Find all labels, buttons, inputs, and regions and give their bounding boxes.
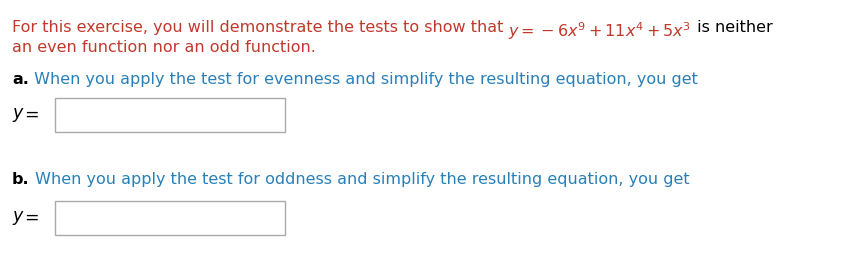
Text: For this exercise, you will demonstrate the tests to show that: For this exercise, you will demonstrate … bbox=[12, 20, 509, 35]
Text: $y$: $y$ bbox=[12, 209, 25, 227]
Text: When you apply the test for oddness and simplify the resulting equation, you get: When you apply the test for oddness and … bbox=[29, 172, 689, 187]
Text: When you apply the test for evenness and simplify the resulting equation, you ge: When you apply the test for evenness and… bbox=[29, 72, 698, 87]
Text: $y$: $y$ bbox=[12, 106, 25, 124]
Text: =: = bbox=[24, 209, 39, 227]
Text: b.: b. bbox=[12, 172, 29, 187]
Text: $y = -6x^9 + 11x^4 + 5x^3$: $y = -6x^9 + 11x^4 + 5x^3$ bbox=[509, 20, 691, 42]
Bar bbox=[55, 201, 285, 235]
Text: is neither: is neither bbox=[691, 20, 772, 35]
Bar bbox=[55, 98, 285, 132]
Text: =: = bbox=[24, 106, 39, 124]
Text: an even function nor an odd function.: an even function nor an odd function. bbox=[12, 40, 316, 55]
Text: a.: a. bbox=[12, 72, 29, 87]
